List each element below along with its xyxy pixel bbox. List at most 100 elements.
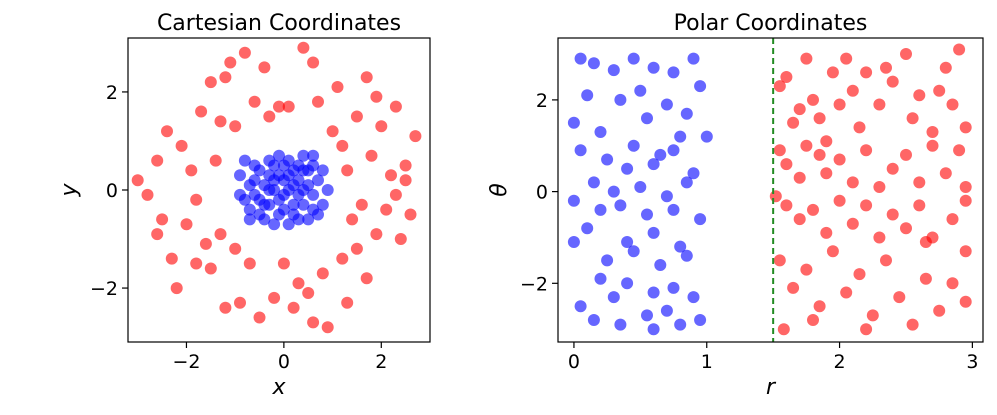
cartesian-point-blue-48: [258, 198, 271, 211]
polar-point-blue-5: [667, 66, 680, 79]
cartesian-point-red-39: [326, 125, 339, 138]
polar-point-blue-29: [680, 176, 693, 189]
polar-point-red-75: [919, 236, 932, 248]
polar-point-red-33: [860, 144, 873, 157]
polar-ytick-label-2: 2: [536, 90, 548, 112]
polar-point-red-64: [866, 309, 879, 322]
cartesian-point-red-59: [409, 130, 422, 143]
cartesian-point-red-23: [238, 46, 251, 59]
polar-point-blue-31: [594, 203, 607, 216]
cartesian-point-red-58: [404, 208, 417, 221]
cartesian-point-red-57: [399, 174, 412, 187]
polar-point-blue-38: [647, 226, 660, 239]
cartesian-ytick-label-1: 0: [106, 180, 118, 202]
polar-ylabel: θ: [487, 183, 512, 197]
polar-point-red-38: [926, 139, 939, 152]
cartesian-point-red-11: [195, 105, 208, 118]
polar-xtick-label-2: 2: [834, 351, 846, 373]
polar-point-red-26: [780, 158, 793, 171]
polar-point-red-6: [813, 112, 826, 125]
polar-point-blue-30: [567, 194, 580, 207]
polar-point-blue-18: [700, 130, 713, 143]
cartesian-point-red-63: [151, 228, 164, 241]
polar-point-red-2: [787, 116, 800, 129]
cartesian-point-blue-28: [234, 169, 246, 182]
cartesian-point-blue-46: [282, 169, 295, 182]
cartesian-point-red-0: [131, 174, 144, 187]
cartesian-point-blue-14: [312, 174, 324, 187]
polar-point-blue-48: [667, 281, 680, 294]
polar-point-blue-22: [647, 158, 660, 171]
polar-point-blue-25: [587, 176, 600, 189]
cartesian-point-red-6: [170, 282, 183, 295]
polar-point-blue-4: [647, 61, 660, 74]
polar-point-red-39: [939, 167, 952, 180]
cartesian-point-red-64: [277, 257, 290, 270]
polar-point-blue-59: [634, 84, 647, 97]
polar-point-red-25: [773, 144, 786, 157]
polar-point-blue-49: [687, 291, 700, 304]
polar-point-red-40: [953, 144, 966, 157]
polar-point-blue-20: [601, 153, 614, 166]
polar-point-blue-14: [594, 126, 607, 138]
polar-point-blue-51: [607, 291, 620, 304]
cartesian-point-red-48: [360, 71, 373, 84]
cartesian-point-red-15: [209, 154, 222, 167]
polar-point-blue-40: [567, 236, 580, 248]
cartesian-point-red-29: [268, 291, 281, 304]
polar-ytick-label-1: 0: [536, 182, 548, 204]
cartesian-point-red-22: [234, 296, 246, 309]
cartesian-point-blue-50: [234, 188, 246, 201]
polar-point-red-3: [793, 103, 806, 116]
cartesian-point-red-37: [316, 267, 329, 280]
polar-point-blue-58: [674, 318, 687, 331]
polar-xtick-label-3: 3: [966, 351, 978, 373]
polar-point-red-20: [933, 84, 946, 97]
polar-point-blue-17: [674, 130, 687, 143]
cartesian-point-red-4: [161, 125, 173, 138]
polar-point-blue-34: [667, 203, 680, 216]
polar-point-blue-47: [647, 286, 660, 299]
polar-point-blue-11: [660, 98, 673, 111]
polar-point-red-61: [826, 245, 839, 258]
polar-point-red-63: [853, 268, 866, 281]
polar-point-red-31: [833, 153, 846, 166]
polar-point-red-23: [953, 43, 966, 56]
polar-point-red-8: [826, 66, 839, 79]
polar-point-blue-26: [607, 185, 620, 198]
polar-point-red-16: [900, 48, 912, 60]
polar-point-red-67: [906, 318, 919, 331]
polar-point-red-18: [913, 89, 926, 102]
cartesian-point-blue-12: [287, 198, 300, 211]
polar-point-blue-28: [660, 190, 673, 203]
polar-point-red-66: [893, 291, 906, 304]
cartesian-point-red-21: [229, 242, 242, 255]
cartesian-point-red-54: [385, 169, 397, 182]
cartesian-ytick-label-2: 2: [106, 82, 118, 104]
cartesian-point-blue-19: [253, 164, 266, 177]
cartesian-point-red-38: [321, 321, 334, 334]
cartesian-panel: −2 0 2 −2 0 2 Cartesian Coordinates x y: [57, 11, 431, 400]
polar-point-blue-54: [694, 314, 707, 326]
cartesian-point-blue-27: [297, 149, 310, 162]
polar-point-blue-50: [574, 300, 587, 313]
cartesian-point-red-12: [199, 237, 212, 250]
polar-point-blue-19: [574, 144, 587, 157]
polar-point-blue-57: [647, 323, 660, 336]
cartesian-point-red-46: [350, 242, 363, 255]
cartesian-point-red-24: [243, 257, 256, 270]
cartesian-ylabel: y: [57, 183, 82, 198]
cartesian-xtick-label-2: 2: [375, 351, 387, 373]
polar-point-red-11: [846, 84, 859, 97]
polar-point-blue-46: [621, 277, 634, 290]
polar-point-blue-8: [581, 89, 594, 102]
polar-point-blue-15: [627, 139, 640, 152]
polar-point-blue-41: [601, 254, 614, 267]
cartesian-point-red-31: [287, 301, 300, 314]
cartesian-point-red-53: [380, 203, 393, 216]
polar-point-red-74: [860, 323, 873, 336]
polar-point-red-68: [919, 272, 932, 285]
polar-point-blue-3: [627, 52, 640, 65]
polar-point-red-29: [813, 148, 826, 161]
